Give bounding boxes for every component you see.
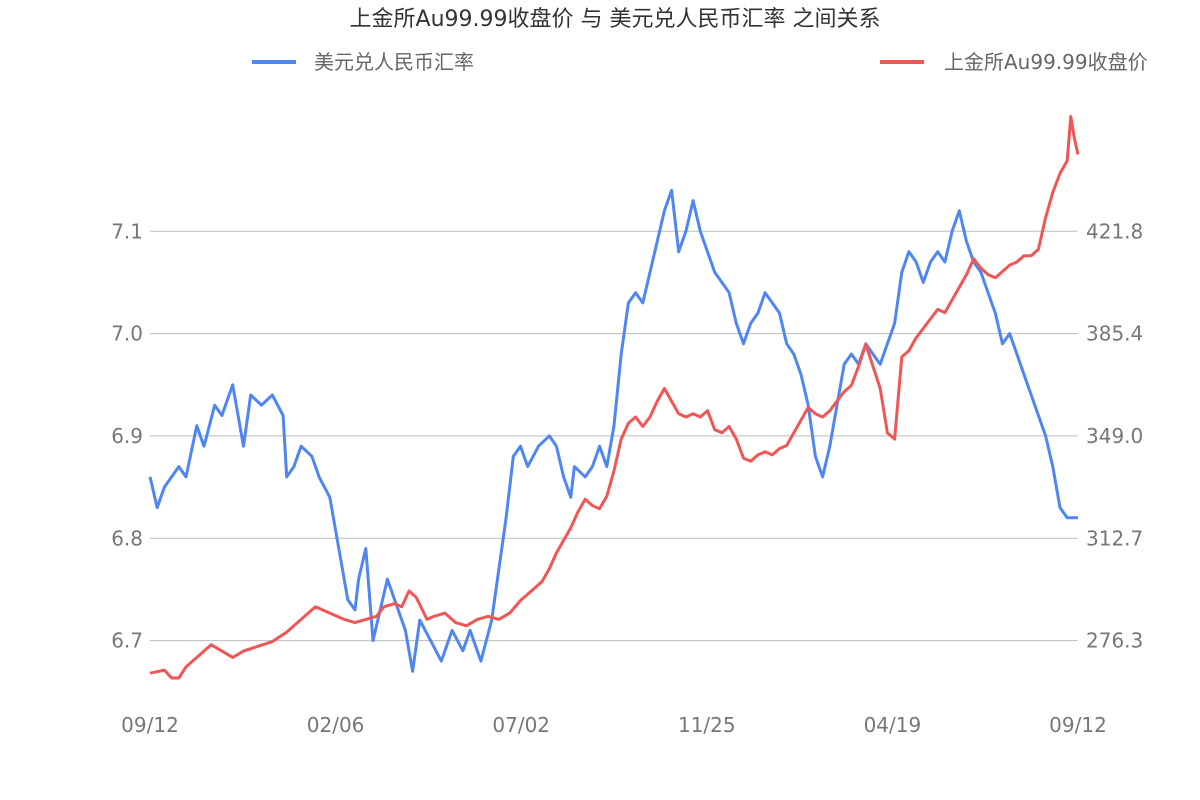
series-line-gold-price [149, 115, 1080, 680]
left-axis-ticks: 6.7 6.8 6.9 7.0 7.1 [111, 219, 143, 652]
x-tick-label: 04/19 [864, 713, 922, 737]
x-tick-label: 02/06 [307, 713, 365, 737]
left-tick-label: 6.7 [111, 629, 143, 653]
chart-title: 上金所Au99.99收盘价 与 美元兑人民币汇率 之间关系 [350, 7, 881, 32]
legend-label-exchange-rate: 美元兑人民币汇率 [314, 50, 474, 74]
x-tick-label: 07/02 [492, 713, 550, 737]
right-axis-ticks: 276.3 312.7 349.0 385.4 421.8 [1086, 219, 1143, 652]
gridlines [150, 230, 1078, 642]
right-tick-label: 385.4 [1086, 322, 1143, 346]
series-lines [148, 115, 1080, 680]
right-tick-label: 312.7 [1086, 526, 1143, 550]
x-tick-label: 09/12 [1049, 713, 1107, 737]
series-line-exchange-rate [148, 188, 1078, 673]
right-tick-label: 421.8 [1086, 219, 1143, 243]
left-tick-label: 6.8 [111, 526, 143, 550]
legend-item-gold-price[interactable]: 上金所Au99.99收盘价 [880, 50, 1148, 74]
left-tick-label: 7.0 [111, 322, 143, 346]
right-tick-label: 349.0 [1086, 424, 1143, 448]
left-tick-label: 7.1 [111, 219, 143, 243]
x-tick-label: 09/12 [121, 713, 179, 737]
legend: 美元兑人民币汇率 上金所Au99.99收盘价 [252, 50, 1148, 74]
right-tick-label: 276.3 [1086, 629, 1143, 653]
x-tick-label: 11/25 [678, 713, 736, 737]
left-tick-label: 6.9 [111, 424, 143, 448]
legend-label-gold-price: 上金所Au99.99收盘价 [944, 50, 1148, 74]
x-axis-ticks: 09/12 02/06 07/02 11/25 04/19 09/12 [121, 713, 1107, 737]
legend-item-exchange-rate[interactable]: 美元兑人民币汇率 [252, 50, 474, 74]
